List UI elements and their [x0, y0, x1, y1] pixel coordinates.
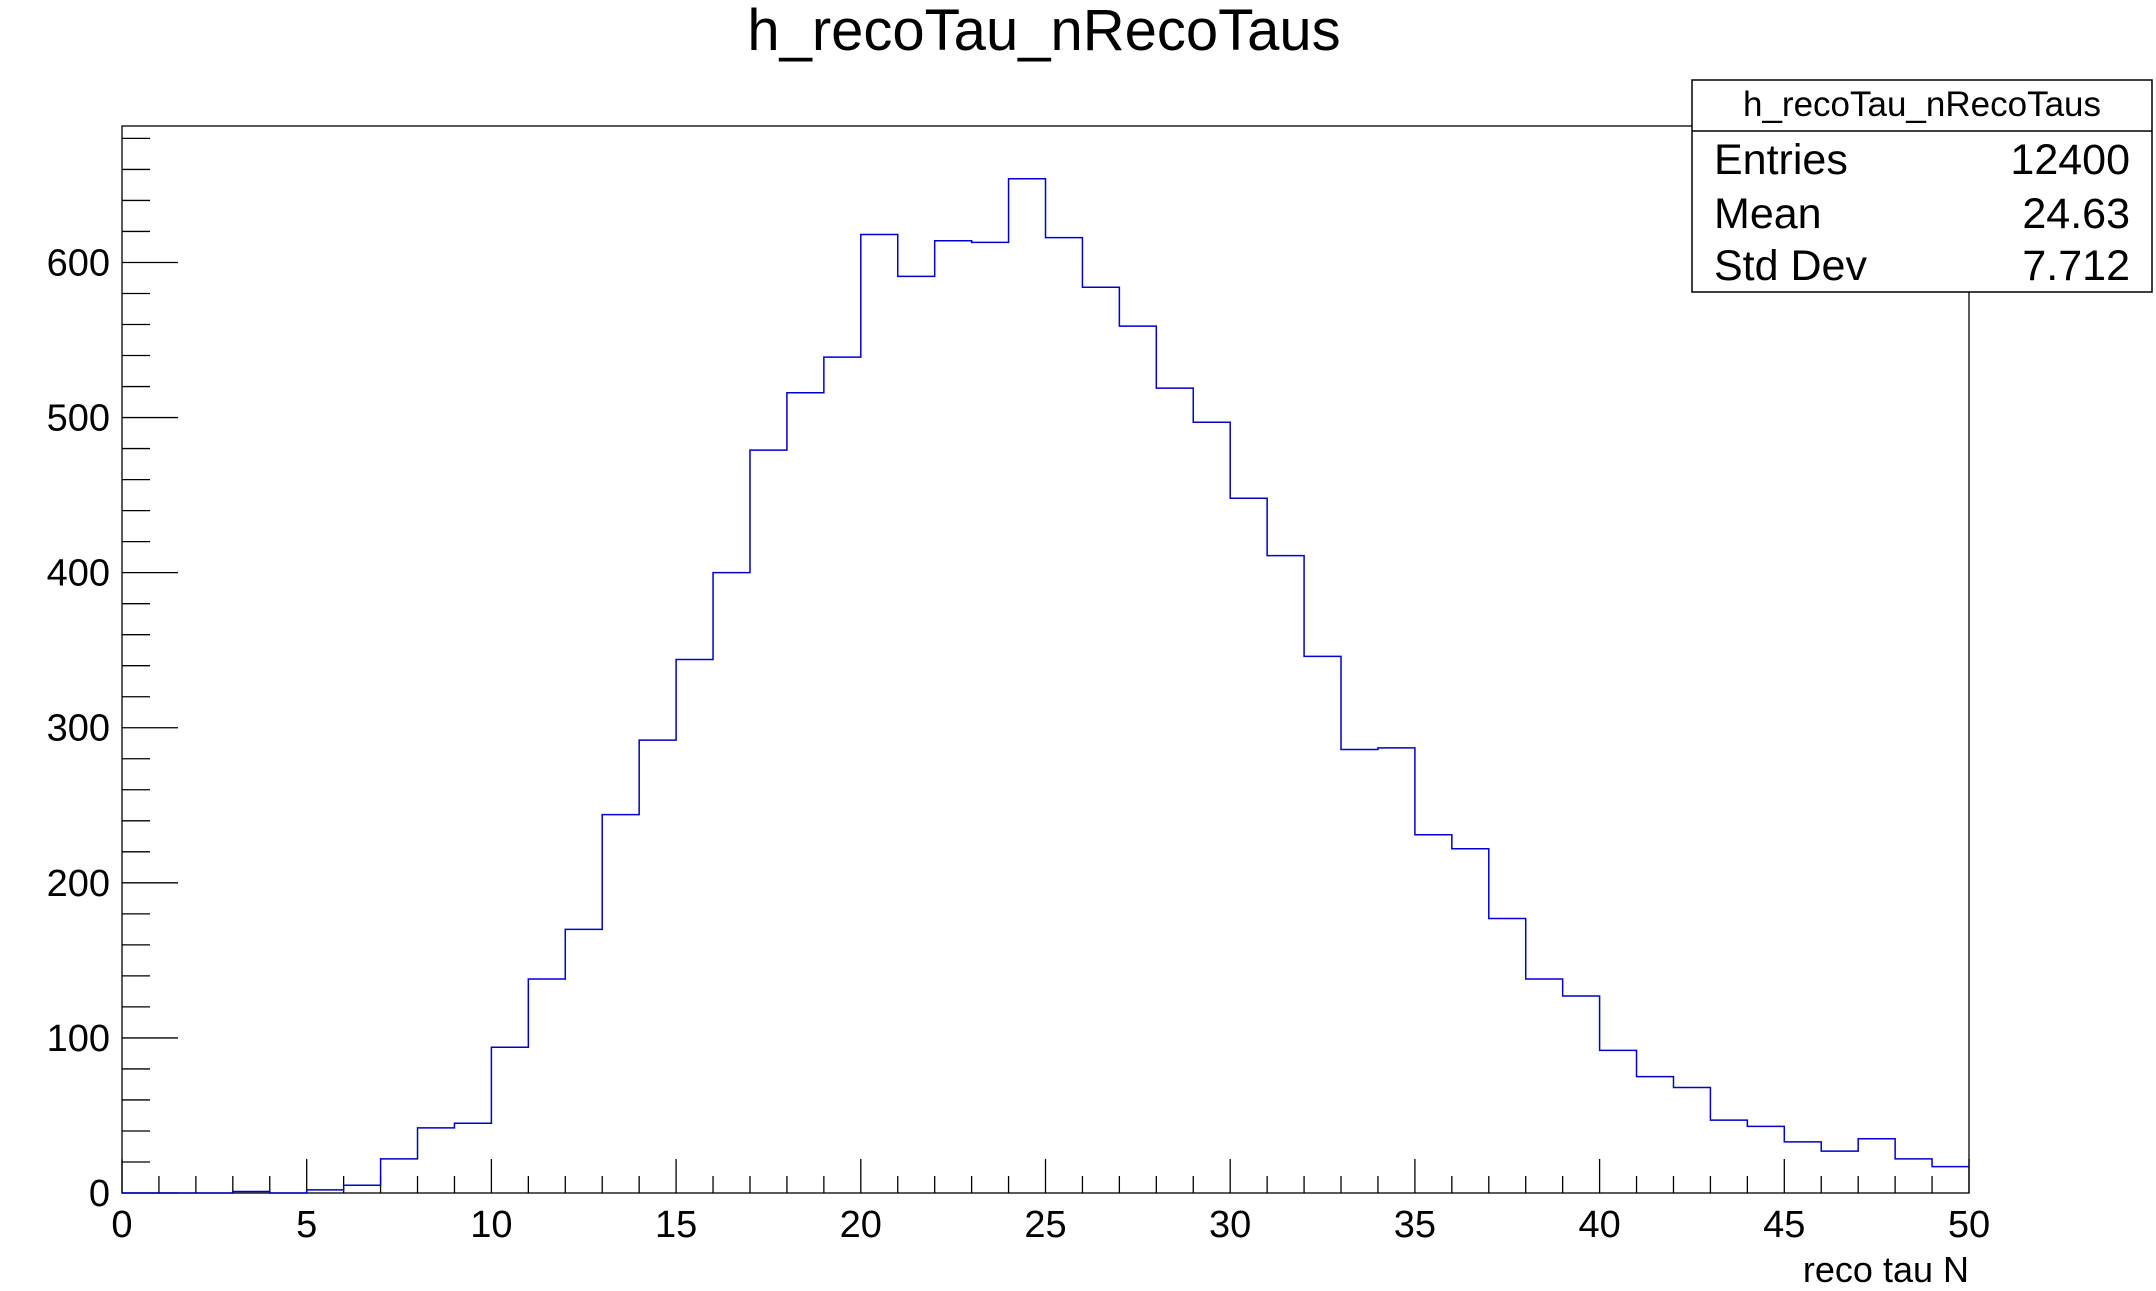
- x-tick-label: 35: [1394, 1204, 1436, 1246]
- x-axis-tick-labels: 0 5 10 15 20 25 30 35 40 45 50: [111, 1204, 1990, 1246]
- stats-mean-value: 24.63: [2022, 190, 2130, 238]
- stats-entries-label: Entries: [1714, 136, 1848, 184]
- x-tick-label: 10: [470, 1204, 512, 1246]
- x-tick-label: 50: [1948, 1204, 1990, 1246]
- x-axis-ticks: [121, 1159, 1970, 1193]
- stats-stddev-value: 7.712: [2022, 242, 2130, 290]
- y-tick-label: 0: [89, 1173, 110, 1215]
- y-tick-label: 200: [47, 863, 110, 905]
- x-tick-label: 20: [840, 1204, 882, 1246]
- y-axis-tick-labels: 0 100 200 300 400 500 600: [47, 242, 110, 1215]
- y-tick-label: 400: [47, 553, 110, 595]
- stats-box-title: h_recoTau_nRecoTaus: [1743, 85, 2101, 124]
- stats-entries-value: 12400: [2010, 136, 2130, 184]
- x-tick-label: 0: [111, 1204, 132, 1246]
- y-tick-label: 500: [47, 398, 110, 440]
- x-tick-label: 5: [296, 1204, 317, 1246]
- x-axis-label: reco tau N: [1803, 1249, 1969, 1290]
- x-tick-label: 40: [1578, 1204, 1620, 1246]
- y-axis-ticks: [122, 137, 178, 1194]
- stats-box: h_recoTau_nRecoTaus Entries 12400 Mean 2…: [1691, 79, 2153, 293]
- y-tick-label: 600: [47, 242, 110, 284]
- y-tick-label: 300: [47, 708, 110, 750]
- x-tick-label: 25: [1024, 1204, 1066, 1246]
- x-tick-label: 30: [1209, 1204, 1251, 1246]
- y-tick-label: 100: [47, 1018, 110, 1060]
- stats-stddev-label: Std Dev: [1714, 242, 1867, 290]
- x-tick-label: 15: [655, 1204, 697, 1246]
- chart-title: h_recoTau_nRecoTaus: [747, 0, 1340, 63]
- histogram-series-line: [122, 177, 1969, 1194]
- stats-mean-label: Mean: [1714, 190, 1822, 238]
- x-tick-label: 45: [1763, 1204, 1805, 1246]
